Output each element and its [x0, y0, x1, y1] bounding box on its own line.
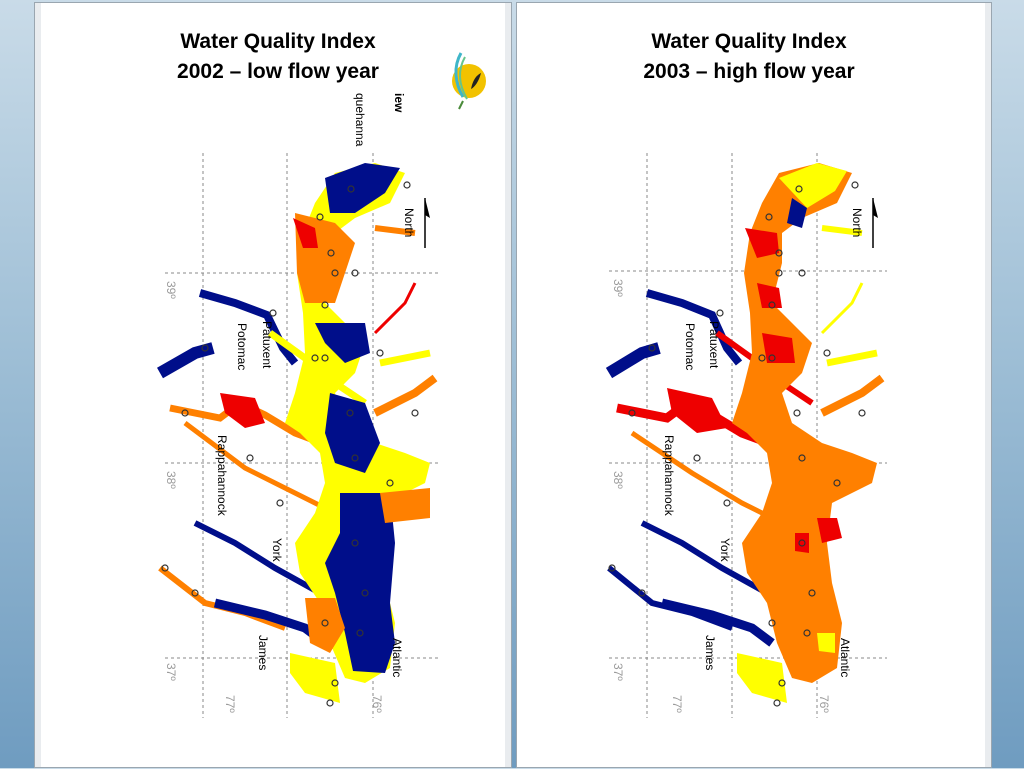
north-label: North: [402, 208, 416, 237]
bay-map-2002: North quehanna iew Patuxent Potomac Rapp…: [157, 93, 440, 718]
panel-title-2003: Water Quality Index 2003 – high flow yea…: [609, 27, 889, 87]
rappahannock-label: Rappahannock: [662, 435, 676, 517]
station-markers: [608, 181, 866, 707]
panel-title-2002: Water Quality Index 2002 – low flow year: [153, 27, 403, 87]
lon-77-label: 77º: [223, 695, 237, 713]
james-label: James: [256, 635, 270, 670]
north-arrow-icon: [424, 198, 430, 248]
atlantic-label: Atlantic: [390, 638, 404, 677]
patuxent-label: Patuxent: [707, 321, 721, 369]
lat-37-label: 37º: [611, 663, 625, 681]
lon-76-label: 76º: [817, 695, 831, 713]
potomac-label: Potomac: [235, 323, 249, 370]
map-panel-2003: Water Quality Index 2003 – high flow yea…: [516, 2, 992, 768]
susquehanna-fragment: quehanna: [353, 93, 367, 147]
potomac-label: Potomac: [683, 323, 697, 370]
title-line-2: 2002 – low flow year: [177, 60, 379, 83]
north-arrow-icon: [872, 198, 878, 248]
lon-76-label: 76º: [370, 695, 384, 713]
north-label: North: [850, 208, 864, 237]
map-panel-2002: Water Quality Index 2002 – low flow year: [34, 2, 512, 768]
lon-77-label: 77º: [670, 695, 684, 713]
patuxent-label: Patuxent: [260, 321, 274, 369]
bay-map-2003: North Patuxent Potomac Rappahannock York…: [605, 153, 887, 718]
york-label: York: [270, 538, 284, 563]
panel-border: [985, 3, 991, 767]
title-line-1: Water Quality Index: [180, 30, 376, 53]
title-line-2: 2003 – high flow year: [643, 60, 855, 83]
station-markers: [161, 181, 419, 707]
james-label: James: [703, 635, 717, 670]
york-label: York: [718, 538, 732, 563]
lat-37-label: 37º: [164, 663, 178, 681]
lat-39-label: 39º: [611, 279, 625, 297]
leaf-logo-icon: [452, 52, 486, 110]
lat-38-label: 38º: [611, 471, 625, 489]
view-fragment: iew: [392, 93, 406, 113]
lat-38-label: 38º: [164, 471, 178, 489]
atlantic-label: Atlantic: [838, 638, 852, 677]
panel-border: [505, 3, 511, 767]
title-line-1: Water Quality Index: [651, 30, 847, 53]
panel-border: [35, 3, 41, 767]
lat-39-label: 39º: [164, 281, 178, 299]
rappahannock-label: Rappahannock: [215, 435, 229, 517]
